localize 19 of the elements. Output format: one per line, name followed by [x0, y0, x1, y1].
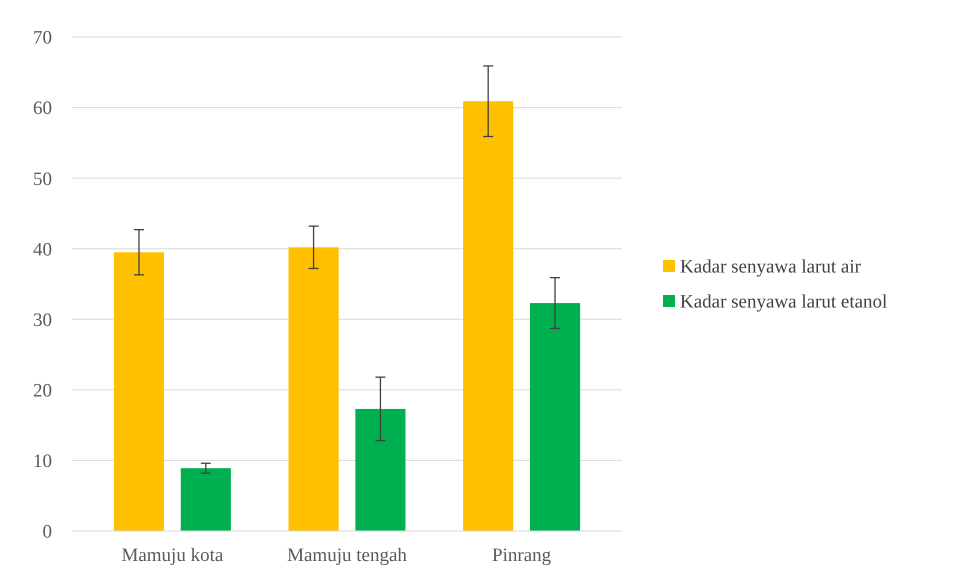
x-tick-label: Mamuju tengah	[287, 545, 408, 566]
legend-label: Kadar senyawa larut air	[680, 256, 862, 278]
bar	[463, 101, 514, 531]
bar	[288, 247, 339, 531]
y-tick-label: 20	[33, 380, 52, 402]
y-tick-label: 50	[33, 168, 52, 190]
legend-label: Kadar senyawa larut etanol	[680, 292, 888, 313]
bar	[530, 303, 580, 531]
y-tick-label: 10	[33, 451, 52, 472]
y-tick-label: 30	[33, 310, 52, 331]
y-tick-label: 40	[33, 239, 52, 260]
bar	[114, 252, 164, 531]
x-tick-label: Mamuju kota	[121, 545, 224, 566]
y-tick-label: 60	[33, 98, 52, 120]
bar	[180, 468, 231, 531]
bar	[355, 408, 406, 531]
y-tick-label: 0	[42, 522, 52, 543]
y-tick-label: 70	[33, 28, 52, 49]
x-tick-label: Pinrang	[492, 545, 552, 566]
